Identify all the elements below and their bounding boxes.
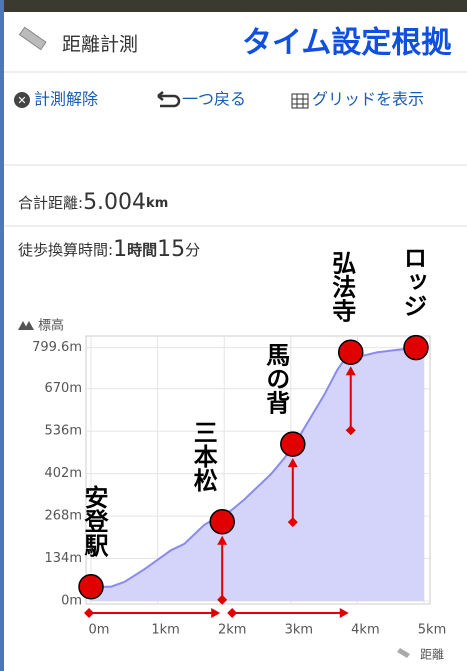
- y-tick-label: 0m: [61, 594, 82, 609]
- grid-icon: [292, 94, 308, 108]
- toolbar-grid[interactable]: グリッドを表示: [312, 90, 424, 109]
- toolbar-cancel[interactable]: 計測解除: [34, 90, 98, 109]
- overlay-title: タイム設定根拠: [242, 26, 452, 61]
- photo-strip: [0, 0, 467, 12]
- arrow-tail: [84, 608, 94, 618]
- arrow-head: [340, 608, 349, 618]
- marker: [339, 340, 363, 364]
- arrow-head: [211, 608, 220, 618]
- x-tick-label: 5km: [418, 623, 446, 638]
- arrow-tail: [227, 608, 237, 618]
- y-tick-label: 670m: [45, 381, 82, 396]
- value: 15: [157, 237, 185, 262]
- marker: [210, 510, 234, 534]
- cancel-x: ✕: [17, 94, 26, 107]
- unit: 時間: [127, 241, 157, 259]
- x-tick-label: 3km: [285, 623, 313, 638]
- marker-label: 安登駅: [80, 484, 109, 558]
- marker: [79, 575, 103, 599]
- marker-label: 馬の背: [262, 342, 290, 414]
- toolbar-undo[interactable]: 一つ戻る: [182, 90, 246, 109]
- label: 合計距離:: [18, 194, 83, 212]
- value: 5.004: [83, 190, 146, 215]
- x-tick-label: 0m: [89, 623, 110, 638]
- unit: km: [146, 196, 168, 211]
- marker: [281, 432, 305, 456]
- summary-distance: 合計距離:5.004km: [18, 190, 168, 215]
- marker: [404, 336, 428, 360]
- undo-icon: [158, 92, 179, 106]
- x-axis-label: 距離: [420, 648, 444, 662]
- marker-label: ロッジ: [399, 246, 427, 318]
- y-tick-label: 799.6m: [32, 340, 82, 355]
- elevation-icon: [18, 321, 34, 330]
- marker-label: 弘法寺: [328, 250, 356, 322]
- summary-time: 徒歩換算時間:1時間15分: [18, 237, 200, 262]
- app-title: 距離計測: [62, 34, 138, 56]
- y-tick-label: 268m: [45, 509, 82, 524]
- value: 1: [113, 237, 127, 262]
- marker-label: 三本松: [189, 420, 217, 492]
- x-tick-label: 4km: [351, 623, 379, 638]
- y-tick-label: 402m: [45, 466, 82, 481]
- left-edge: [0, 0, 4, 671]
- y-tick-label: 536m: [45, 424, 82, 439]
- x-tick-label: 1km: [151, 623, 179, 638]
- ruler-icon: [19, 27, 45, 49]
- y-tick-label: 134m: [45, 551, 82, 566]
- x-tick-label: 2km: [218, 623, 246, 638]
- y-axis-label: 標高: [38, 318, 64, 334]
- screen: 距離計測 タイム設定根拠 ✕ 計測解除 一つ戻る グリッドを表示 合計距離:5.…: [0, 0, 467, 671]
- label: 徒歩換算時間:: [18, 241, 113, 259]
- unit: 分: [185, 241, 200, 259]
- distance-icon: [397, 648, 410, 658]
